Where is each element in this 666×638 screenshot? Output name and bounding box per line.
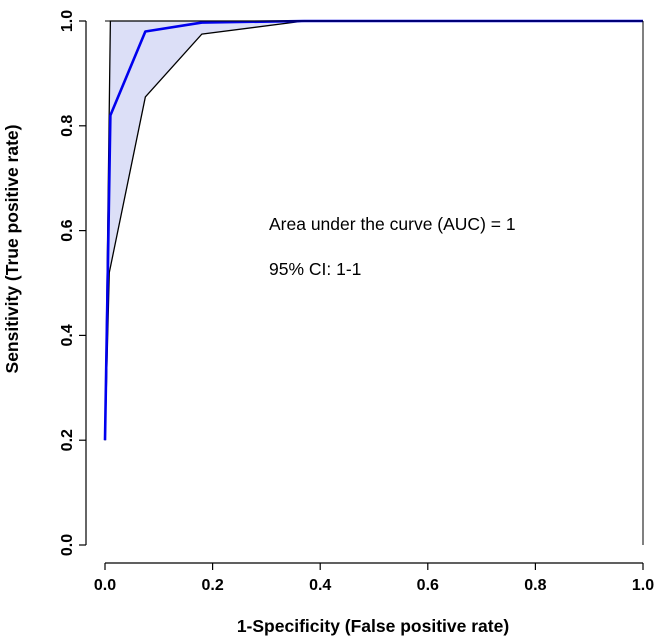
- ci-band: [105, 21, 643, 441]
- x-tick-label: 1.0: [632, 577, 654, 594]
- y-tick-label: 1.0: [59, 10, 76, 32]
- auc-annotation: Area under the curve (AUC) = 1: [269, 214, 516, 234]
- y-tick-label: 0.0: [59, 534, 76, 556]
- x-tick-label: 0.6: [417, 577, 439, 594]
- x-axis-title: 1-Specificity (False positive rate): [237, 616, 509, 636]
- ci-annotation: 95% CI: 1-1: [269, 259, 361, 279]
- y-tick-label: 0.4: [59, 324, 76, 346]
- x-tick-label: 0.8: [524, 577, 546, 594]
- x-tick-label: 0.2: [201, 577, 223, 594]
- axes-layer: 0.0 0.2 0.4 0.6 0.8 1.0 0.0 0.2 0.4 0.6 0.8 1.0: [59, 10, 654, 594]
- y-tick-label: 0.2: [59, 429, 76, 451]
- y-axis-title: Sensitivity (True positive rate): [2, 125, 22, 374]
- x-tick-label: 0.0: [94, 577, 116, 594]
- x-tick-label: 0.4: [309, 577, 331, 594]
- y-tick-label: 0.6: [59, 219, 76, 241]
- ci-band-layer: [105, 21, 643, 441]
- y-tick-label: 0.8: [59, 115, 76, 137]
